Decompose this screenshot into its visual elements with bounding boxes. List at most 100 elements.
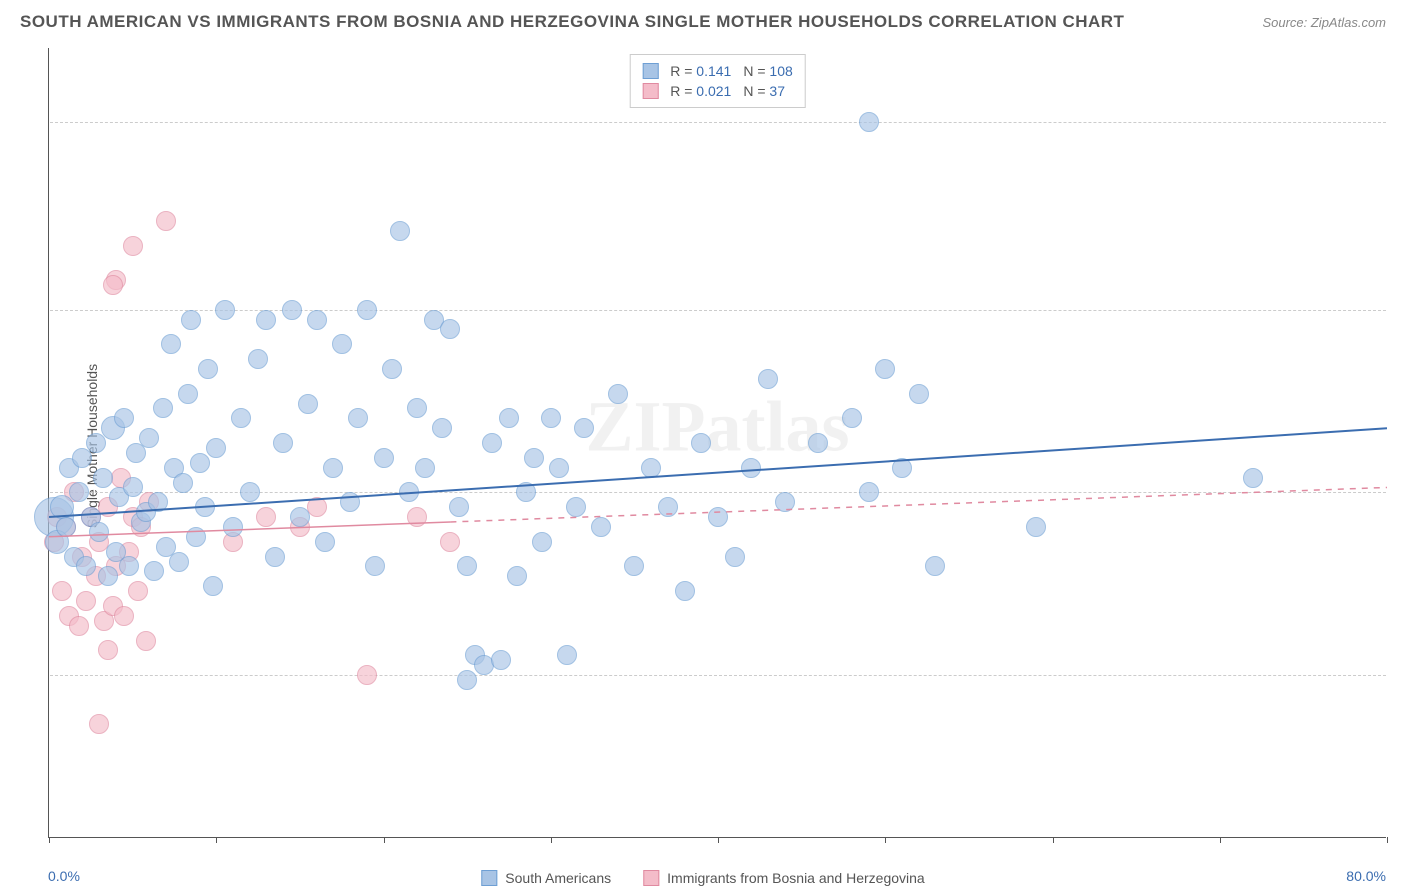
point-sa	[1243, 468, 1263, 488]
series-label-bh: Immigrants from Bosnia and Herzegovina	[667, 870, 925, 886]
point-sa	[340, 492, 360, 512]
point-sa	[457, 670, 477, 690]
point-bh	[136, 631, 156, 651]
point-sa	[323, 458, 343, 478]
point-sa	[549, 458, 569, 478]
point-sa	[859, 482, 879, 502]
gridline	[50, 122, 1386, 123]
point-sa	[557, 645, 577, 665]
x-tick	[49, 837, 50, 843]
trend-lines	[49, 48, 1387, 838]
point-sa	[190, 453, 210, 473]
r-value-sa: 0.141	[696, 63, 731, 79]
point-sa	[507, 566, 527, 586]
x-tick	[216, 837, 217, 843]
n-value-bh: 37	[769, 83, 785, 99]
point-sa	[315, 532, 335, 552]
x-tick	[718, 837, 719, 843]
swatch-sa-bottom	[481, 870, 497, 886]
x-tick	[1387, 837, 1388, 843]
point-sa	[56, 517, 76, 537]
point-sa	[859, 112, 879, 132]
point-sa	[265, 547, 285, 567]
point-sa	[415, 458, 435, 478]
x-tick	[1220, 837, 1221, 843]
point-sa	[203, 576, 223, 596]
point-sa	[641, 458, 661, 478]
point-bh	[103, 275, 123, 295]
x-tick	[885, 837, 886, 843]
point-sa	[223, 517, 243, 537]
point-sa	[892, 458, 912, 478]
point-sa	[399, 482, 419, 502]
point-sa	[524, 448, 544, 468]
point-sa	[169, 552, 189, 572]
point-sa	[119, 556, 139, 576]
point-sa	[842, 408, 862, 428]
trend-sa-solid	[49, 428, 1387, 517]
point-sa	[741, 458, 761, 478]
point-sa	[775, 492, 795, 512]
point-sa	[273, 433, 293, 453]
point-sa	[624, 556, 644, 576]
point-bh	[407, 507, 427, 527]
point-bh	[114, 606, 134, 626]
point-sa	[89, 522, 109, 542]
point-sa	[725, 547, 745, 567]
point-bh	[440, 532, 460, 552]
point-sa	[76, 556, 96, 576]
point-sa	[875, 359, 895, 379]
point-sa	[298, 394, 318, 414]
point-sa	[348, 408, 368, 428]
point-sa	[541, 408, 561, 428]
point-sa	[123, 477, 143, 497]
x-axis-start: 0.0%	[48, 868, 80, 884]
point-sa	[69, 482, 89, 502]
point-bh	[76, 591, 96, 611]
swatch-bh	[642, 83, 658, 99]
point-bh	[256, 507, 276, 527]
point-bh	[123, 236, 143, 256]
point-sa	[390, 221, 410, 241]
point-sa	[365, 556, 385, 576]
x-tick	[1053, 837, 1054, 843]
point-sa	[574, 418, 594, 438]
point-sa	[357, 300, 377, 320]
point-sa	[1026, 517, 1046, 537]
point-bh	[128, 581, 148, 601]
point-sa	[148, 492, 168, 512]
point-sa	[248, 349, 268, 369]
point-sa	[708, 507, 728, 527]
point-sa	[691, 433, 711, 453]
point-bh	[52, 581, 72, 601]
point-bh	[156, 211, 176, 231]
point-sa	[153, 398, 173, 418]
series-legend: South Americans Immigrants from Bosnia a…	[481, 870, 924, 886]
swatch-sa	[642, 63, 658, 79]
point-sa	[491, 650, 511, 670]
point-sa	[457, 556, 477, 576]
point-sa	[332, 334, 352, 354]
legend-row-sa: R = 0.141 N = 108	[642, 61, 793, 81]
legend-row-bh: R = 0.021 N = 37	[642, 81, 793, 101]
point-sa	[532, 532, 552, 552]
point-sa	[566, 497, 586, 517]
point-sa	[432, 418, 452, 438]
point-bh	[69, 616, 89, 636]
point-sa	[499, 408, 519, 428]
point-sa	[909, 384, 929, 404]
point-sa	[658, 497, 678, 517]
r-value-bh: 0.021	[696, 83, 731, 99]
x-axis-end: 80.0%	[1346, 868, 1386, 884]
series-label-sa: South Americans	[505, 870, 611, 886]
point-sa	[139, 428, 159, 448]
legend-item-bh: Immigrants from Bosnia and Herzegovina	[643, 870, 925, 886]
point-sa	[178, 384, 198, 404]
point-sa	[382, 359, 402, 379]
chart-plot-area: ZIPatlas R = 0.141 N = 108 R = 0.021 N =…	[48, 48, 1386, 838]
point-bh	[357, 665, 377, 685]
point-bh	[89, 714, 109, 734]
source-label: Source: ZipAtlas.com	[1262, 15, 1386, 30]
point-sa	[93, 468, 113, 488]
point-sa	[256, 310, 276, 330]
